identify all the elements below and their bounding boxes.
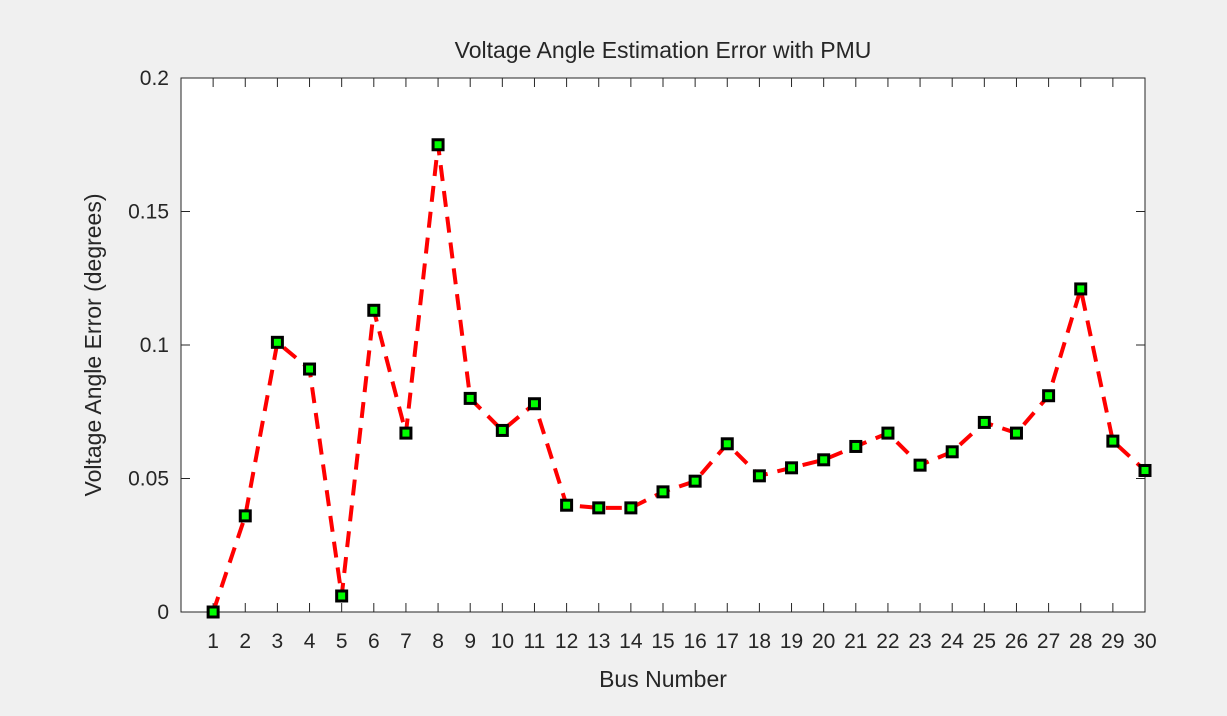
x-tick-label: 27 (1037, 630, 1060, 653)
data-marker (913, 458, 927, 472)
data-marker (1042, 389, 1056, 403)
x-tick-label: 15 (651, 630, 674, 653)
data-marker (335, 589, 349, 603)
y-axis-label: Voltage Angle Error (degrees) (80, 193, 106, 496)
x-tick-label: 7 (400, 630, 412, 653)
x-tick-label: 21 (844, 630, 867, 653)
data-marker (527, 397, 541, 411)
data-marker (1106, 434, 1120, 448)
y-tick-label: 0.05 (128, 468, 169, 491)
x-tick-label: 19 (780, 630, 803, 653)
data-marker (206, 605, 220, 619)
plot-area (181, 78, 1145, 612)
data-marker (270, 335, 284, 349)
data-marker (399, 426, 413, 440)
chart-title: Voltage Angle Estimation Error with PMU (455, 37, 872, 63)
y-tick-label: 0.2 (140, 67, 169, 90)
data-marker (1138, 463, 1152, 477)
x-tick-label: 14 (619, 630, 643, 653)
x-tick-label: 4 (304, 630, 316, 653)
data-marker (463, 391, 477, 405)
data-marker (656, 485, 670, 499)
x-tick-label: 22 (876, 630, 899, 653)
axes-box (180, 77, 1146, 613)
data-marker (624, 501, 638, 515)
x-tick-label: 24 (941, 630, 965, 653)
x-tick-label: 29 (1101, 630, 1124, 653)
x-tick-label: 8 (432, 630, 444, 653)
x-tick-label: 17 (716, 630, 739, 653)
x-tick-label: 9 (464, 630, 476, 653)
x-tick-label: 30 (1133, 630, 1156, 653)
x-tick-label: 23 (908, 630, 931, 653)
data-marker (592, 501, 606, 515)
data-marker (495, 423, 509, 437)
data-marker (431, 138, 445, 152)
x-tick-label: 13 (587, 630, 610, 653)
data-marker (945, 445, 959, 459)
x-tick-label: 16 (683, 630, 706, 653)
x-axis-label: Bus Number (599, 666, 727, 692)
x-tick-label: 11 (524, 630, 546, 653)
data-marker (238, 509, 252, 523)
data-marker (785, 461, 799, 475)
data-marker (1009, 426, 1023, 440)
x-tick-label: 3 (272, 630, 284, 653)
data-marker (720, 437, 734, 451)
x-tick-label: 10 (491, 630, 514, 653)
x-tick-label: 20 (812, 630, 835, 653)
data-marker (881, 426, 895, 440)
x-tick-label: 25 (973, 630, 996, 653)
data-marker (977, 415, 991, 429)
data-marker (752, 469, 766, 483)
x-tick-label: 26 (1005, 630, 1028, 653)
y-tick-label: 0 (157, 601, 169, 624)
x-tick-label: 2 (239, 630, 251, 653)
x-tick-label: 6 (368, 630, 380, 653)
data-marker (560, 498, 574, 512)
x-tick-label: 18 (748, 630, 771, 653)
y-tick-label: 0.1 (140, 334, 169, 357)
x-tick-label: 1 (207, 630, 219, 653)
data-marker (688, 474, 702, 488)
data-marker (367, 303, 381, 317)
data-marker (1074, 282, 1088, 296)
data-marker (817, 453, 831, 467)
x-tick-label: 12 (555, 630, 578, 653)
y-tick-label: 0.15 (128, 201, 169, 224)
x-tick-label: 28 (1069, 630, 1092, 653)
data-marker (303, 362, 317, 376)
data-marker (849, 439, 863, 453)
x-tick-label: 5 (336, 630, 348, 653)
